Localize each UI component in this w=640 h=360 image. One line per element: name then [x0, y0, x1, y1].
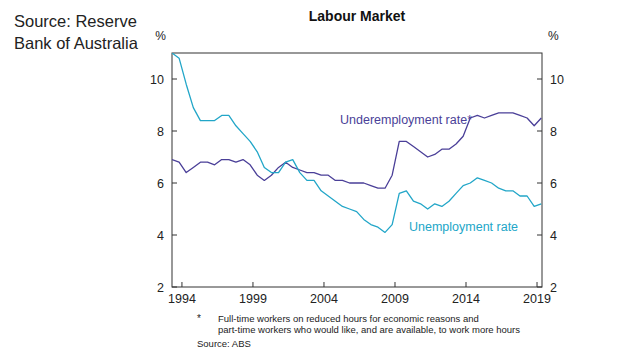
y2-tick: [537, 183, 542, 184]
y2-tick-label: 10: [550, 73, 564, 87]
plot-frame: [172, 53, 542, 287]
footer-source: Source: ABS: [197, 338, 251, 349]
series-line: [172, 113, 541, 188]
y2-tick-label: 8: [550, 125, 557, 139]
chart: Source: Reserve Bank of Australia Labour M…: [0, 0, 640, 360]
y-tick: [172, 131, 177, 132]
y-tick-label: 8: [157, 125, 164, 139]
y-tick: [172, 183, 177, 184]
x-tick: [394, 282, 395, 287]
y2-unit: %: [548, 29, 559, 43]
x-tick-label: 2019: [523, 292, 551, 306]
y-tick-label: 6: [157, 177, 164, 191]
y2-tick: [537, 235, 542, 236]
footnote-text: part-time workers who would like, and ar…: [218, 324, 520, 335]
y-unit: %: [155, 29, 166, 43]
x-tick-label: 2014: [452, 292, 480, 306]
x-tick: [537, 282, 538, 287]
x-tick-label: 1994: [168, 292, 196, 306]
x-tick: [323, 282, 324, 287]
x-tick-label: 2009: [381, 292, 409, 306]
title: Labour Market: [309, 8, 406, 24]
x-tick: [466, 282, 467, 287]
y2-tick-label: 6: [550, 177, 557, 191]
y-tick: [172, 235, 177, 236]
y-tick-label: 10: [150, 73, 164, 87]
y2-tick: [537, 131, 542, 132]
source: Source: Reserve: [14, 12, 137, 30]
x-tick-label: 1999: [239, 292, 267, 306]
x-tick: [252, 282, 253, 287]
series-label: Unemployment rate: [409, 220, 518, 234]
y-tick-label: 2: [157, 281, 164, 295]
y-tick: [172, 287, 177, 288]
series-label: Underemployment rate*: [340, 113, 472, 127]
y2-tick-label: 2: [550, 281, 557, 295]
footnote-marker: *: [197, 313, 201, 324]
source: Bank of Australia: [14, 34, 139, 52]
y2-tick: [537, 79, 542, 80]
x-tick: [181, 282, 182, 287]
series-line: [172, 53, 541, 232]
x-tick-label: 2004: [310, 292, 338, 306]
y-tick-label: 4: [157, 229, 164, 243]
footnote-text: Full-time workers on reduced hours for e…: [218, 313, 479, 324]
y2-tick-label: 4: [550, 229, 557, 243]
y-tick: [172, 79, 177, 80]
plot-area: [172, 53, 541, 232]
y2-tick: [537, 287, 542, 288]
